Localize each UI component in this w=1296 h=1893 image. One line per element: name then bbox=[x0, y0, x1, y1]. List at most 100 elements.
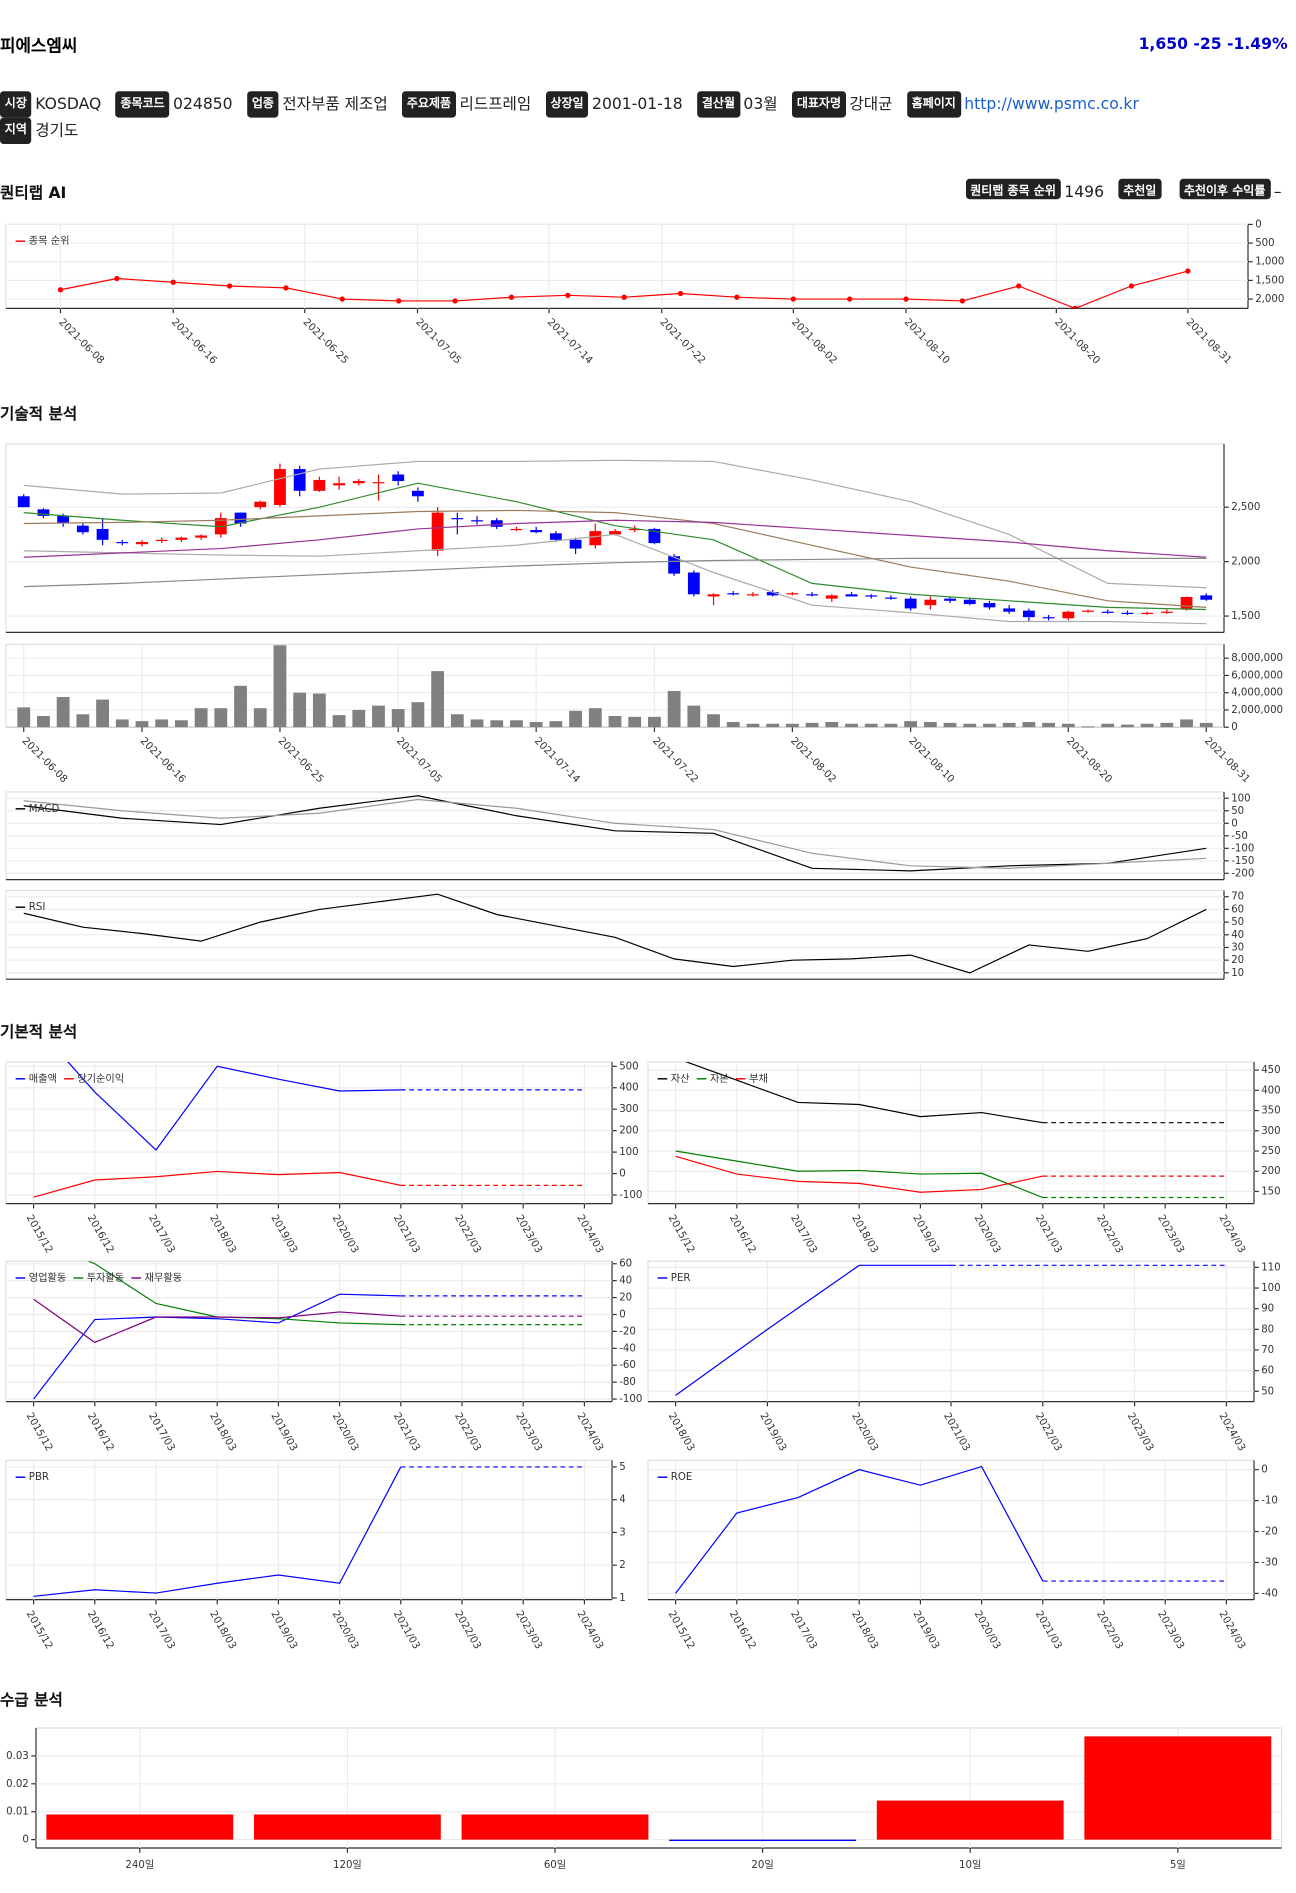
series-line bbox=[67, 1062, 401, 1151]
plot bbox=[57, 268, 1191, 309]
y-tick-label: 40 bbox=[1231, 930, 1244, 941]
y-tick-label: -40 bbox=[619, 1343, 636, 1354]
homepage-link[interactable]: http://www.psmc.co.kr bbox=[964, 96, 1139, 115]
candle-body bbox=[195, 535, 208, 538]
y-tick-label: 200 bbox=[619, 1126, 638, 1137]
bar bbox=[431, 671, 445, 728]
legend-label: 재무활동 bbox=[145, 1271, 183, 1284]
x-tick-label: 2016/12 bbox=[85, 1609, 116, 1651]
candle-body bbox=[963, 599, 976, 605]
candle-body bbox=[352, 481, 365, 484]
section-title: 기술적 분석 bbox=[0, 405, 78, 424]
candle-body bbox=[707, 594, 720, 597]
candle-body bbox=[333, 483, 345, 486]
y-tick-label: 0 bbox=[619, 1309, 625, 1320]
point bbox=[903, 296, 909, 302]
x-tick-label: 2023/03 bbox=[1155, 1213, 1186, 1255]
x-tick-label: 2018/03 bbox=[849, 1213, 880, 1255]
bar bbox=[825, 722, 839, 728]
x-tick-label: 2022/03 bbox=[1094, 1213, 1125, 1255]
y-tick-label: 1,000 bbox=[1255, 257, 1284, 268]
bar bbox=[352, 709, 366, 728]
y-tick-label: 20 bbox=[1231, 955, 1244, 966]
field-label: 결산월 bbox=[697, 91, 740, 118]
field-value: 경기도 bbox=[35, 122, 79, 141]
y-tick-label: 50 bbox=[1261, 1386, 1274, 1397]
x-tick-label: 2021-07-14 bbox=[545, 317, 595, 367]
chart: 0 0.01 0.02 0.03 240일 120일 60일 20일 10일 5일 bbox=[6, 1727, 1283, 1871]
x-tick-label: 2024/03 bbox=[574, 1213, 605, 1255]
x-tick-label: 2016/12 bbox=[727, 1609, 758, 1651]
y-tick-label: 3 bbox=[619, 1527, 625, 1538]
candle-body bbox=[983, 602, 996, 608]
y-tick-label: -100 bbox=[1231, 843, 1254, 854]
x-tick-label: 2018/03 bbox=[849, 1609, 880, 1651]
candle-body bbox=[155, 539, 168, 542]
x-tick-label: 2020/03 bbox=[972, 1609, 1003, 1651]
point bbox=[396, 298, 402, 304]
point bbox=[114, 275, 120, 282]
x-tick-label: 2020/03 bbox=[330, 1609, 361, 1651]
x-tick-label: 240일 bbox=[125, 1859, 154, 1871]
legend-label: 자본 bbox=[710, 1073, 729, 1085]
bar bbox=[37, 715, 50, 728]
series-line bbox=[23, 459, 1207, 589]
x-tick-label: 2021-06-25 bbox=[301, 317, 351, 367]
y-tick-label: 6,000,000 bbox=[1231, 670, 1283, 681]
point bbox=[226, 283, 233, 289]
y-tick-label: 4,000,000 bbox=[1231, 688, 1283, 699]
candle-body bbox=[234, 512, 247, 524]
x-tick-label: 2022/03 bbox=[452, 1213, 483, 1255]
plot bbox=[17, 459, 1213, 625]
field-value: 03월 bbox=[743, 96, 778, 115]
bar bbox=[1061, 723, 1075, 728]
stock-name: 피에스엠씨 bbox=[0, 37, 78, 57]
x-tick-label: 2022/03 bbox=[1033, 1411, 1064, 1453]
point bbox=[1016, 283, 1022, 289]
x-tick-label: 2019/03 bbox=[268, 1213, 299, 1255]
x-tick-label: 2024/03 bbox=[1216, 1609, 1247, 1651]
chart: -40 -30 -20 -10 0 2015/12 2016/12 2017/03 2018/0… bbox=[647, 1459, 1278, 1651]
bar bbox=[669, 1839, 857, 1842]
y-tick-label: 2,000 bbox=[1231, 557, 1260, 568]
field-label: 주요제품 bbox=[402, 91, 456, 118]
plot-frame bbox=[5, 443, 1225, 634]
field-label: 상장일 bbox=[545, 91, 589, 118]
y-tick-label: 400 bbox=[619, 1083, 638, 1094]
candle-body bbox=[136, 542, 148, 545]
y-tick-label: -100 bbox=[619, 1394, 642, 1405]
y-tick-label: 1,500 bbox=[1255, 275, 1284, 286]
bar bbox=[461, 1814, 649, 1840]
y-tick-label: -200 bbox=[1231, 868, 1254, 879]
legend-label: PBR bbox=[29, 1472, 49, 1483]
candle-body bbox=[412, 490, 424, 497]
x-tick-label: 2015/12 bbox=[24, 1411, 55, 1453]
y-tick-label: 300 bbox=[1261, 1126, 1280, 1137]
x-tick-label: 2023/03 bbox=[1155, 1609, 1186, 1651]
bar bbox=[1121, 724, 1134, 728]
series-line bbox=[33, 1293, 401, 1400]
point bbox=[621, 294, 627, 300]
bar bbox=[667, 690, 681, 728]
y-tick-label: 90 bbox=[1261, 1304, 1274, 1315]
candle-body bbox=[76, 525, 89, 533]
bar bbox=[628, 716, 642, 728]
x-tick-label: 2024/03 bbox=[1216, 1213, 1247, 1255]
bar bbox=[76, 714, 90, 728]
bar bbox=[510, 720, 523, 728]
bar bbox=[17, 707, 31, 728]
x-tick-label: 2021/03 bbox=[1033, 1609, 1064, 1651]
candle-body bbox=[431, 512, 444, 551]
price: 1,650 bbox=[1138, 36, 1188, 55]
bar bbox=[135, 721, 149, 728]
y-tick-label: -30 bbox=[1261, 1557, 1278, 1568]
field-value: 강대균 bbox=[849, 96, 893, 115]
candle-body bbox=[1180, 597, 1193, 610]
chart: 0 500 1,000 1,500 2,000 2021-06-08 2021-06-16 2… bbox=[5, 219, 1284, 367]
y-tick-label: 70 bbox=[1261, 1345, 1274, 1356]
plot bbox=[675, 1465, 1227, 1594]
y-tick-label: 40 bbox=[619, 1276, 632, 1287]
bar bbox=[1140, 723, 1154, 728]
y-tick-label: 70 bbox=[1231, 892, 1244, 903]
bar bbox=[115, 719, 129, 728]
